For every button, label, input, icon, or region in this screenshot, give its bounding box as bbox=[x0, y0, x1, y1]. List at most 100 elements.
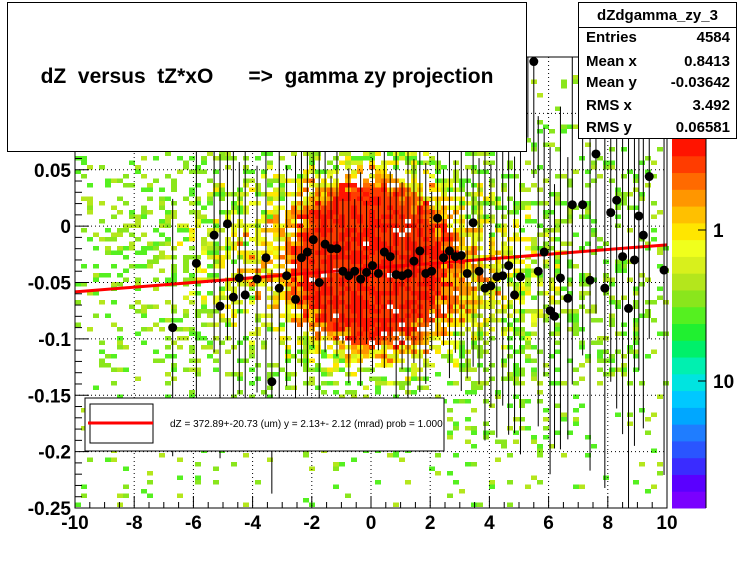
heatmap-cell bbox=[615, 268, 621, 273]
profile-point bbox=[504, 261, 514, 271]
heatmap-cell bbox=[501, 295, 507, 300]
x-tick-label: 6 bbox=[543, 513, 554, 534]
heatmap-cell bbox=[471, 268, 477, 273]
heatmap-cell bbox=[453, 331, 459, 336]
heatmap-cell bbox=[513, 232, 519, 237]
heatmap-cell bbox=[81, 426, 87, 431]
heatmap-cell bbox=[333, 205, 339, 210]
heatmap-cell bbox=[483, 340, 489, 345]
heatmap-cell bbox=[117, 345, 123, 350]
heatmap-cell bbox=[165, 277, 171, 282]
heatmap-cell bbox=[303, 453, 309, 458]
heatmap-cell bbox=[561, 417, 567, 422]
heatmap-cell bbox=[591, 340, 597, 345]
heatmap-cell bbox=[225, 241, 231, 246]
heatmap-cell bbox=[291, 286, 297, 291]
heatmap-cell bbox=[453, 309, 459, 314]
heatmap-cell bbox=[243, 309, 249, 314]
heatmap-cell bbox=[465, 286, 471, 291]
heatmap-cell bbox=[387, 363, 393, 368]
heatmap-cell bbox=[543, 214, 549, 219]
heatmap-cell bbox=[609, 322, 615, 327]
heatmap-cell bbox=[447, 196, 453, 201]
heatmap-cell bbox=[357, 156, 363, 161]
heatmap-cell bbox=[351, 250, 357, 255]
heatmap-cell bbox=[249, 354, 255, 359]
heatmap-cell bbox=[549, 192, 555, 197]
heatmap-cell bbox=[513, 286, 519, 291]
heatmap-cell bbox=[489, 237, 495, 242]
heatmap-cell bbox=[129, 214, 135, 219]
palette-swatch bbox=[672, 306, 706, 324]
heatmap-cell bbox=[477, 246, 483, 251]
heatmap-cell bbox=[279, 183, 285, 188]
heatmap-cell bbox=[303, 174, 309, 179]
heatmap-cell bbox=[285, 349, 291, 354]
heatmap-cell bbox=[627, 381, 633, 386]
heatmap-cell bbox=[465, 426, 471, 431]
heatmap-cell bbox=[279, 255, 285, 260]
heatmap-cell bbox=[519, 183, 525, 188]
heatmap-cell bbox=[297, 210, 303, 215]
heatmap-cell bbox=[645, 430, 651, 435]
heatmap-cell bbox=[363, 259, 369, 264]
heatmap-cell bbox=[615, 412, 621, 417]
title-box: dZ versus tZ*xO => gamma zy projection bbox=[7, 2, 527, 152]
heatmap-cell bbox=[153, 259, 159, 264]
heatmap-cell bbox=[255, 295, 261, 300]
heatmap-cell bbox=[471, 309, 477, 314]
heatmap-cell bbox=[243, 453, 249, 458]
heatmap-cell bbox=[471, 169, 477, 174]
heatmap-cell bbox=[477, 255, 483, 260]
heatmap-cell bbox=[507, 354, 513, 359]
heatmap-cell bbox=[225, 250, 231, 255]
heatmap-cell bbox=[429, 363, 435, 368]
heatmap-cell bbox=[429, 466, 435, 471]
heatmap-cell bbox=[531, 435, 537, 440]
heatmap-cell bbox=[147, 196, 153, 201]
heatmap-cell bbox=[165, 345, 171, 350]
heatmap-cell bbox=[447, 313, 453, 318]
heatmap-cell bbox=[195, 223, 201, 228]
heatmap-cell bbox=[459, 273, 465, 278]
heatmap-cell bbox=[279, 246, 285, 251]
heatmap-cell bbox=[189, 228, 195, 233]
heatmap-cell bbox=[543, 241, 549, 246]
heatmap-cell bbox=[309, 466, 315, 471]
heatmap-cell bbox=[657, 331, 663, 336]
heatmap-cell bbox=[315, 232, 321, 237]
heatmap-cell bbox=[291, 214, 297, 219]
heatmap-cell bbox=[231, 273, 237, 278]
heatmap-cell bbox=[627, 277, 633, 282]
profile-point bbox=[634, 211, 644, 221]
heatmap-cell bbox=[267, 192, 273, 197]
heatmap-cell bbox=[363, 232, 369, 237]
heatmap-cell bbox=[387, 151, 393, 156]
heatmap-cell bbox=[537, 120, 543, 125]
heatmap-cell bbox=[501, 363, 507, 368]
heatmap-cell bbox=[471, 462, 477, 467]
heatmap-cell bbox=[531, 309, 537, 314]
heatmap-cell bbox=[525, 205, 531, 210]
heatmap-cell bbox=[303, 237, 309, 242]
heatmap-cell bbox=[291, 318, 297, 323]
heatmap-cell bbox=[147, 187, 153, 192]
heatmap-cell bbox=[363, 156, 369, 161]
heatmap-cell bbox=[459, 291, 465, 296]
heatmap-cell bbox=[153, 156, 159, 161]
heatmap-cell bbox=[285, 291, 291, 296]
heatmap-cell bbox=[267, 372, 273, 377]
heatmap-cell bbox=[525, 345, 531, 350]
heatmap-cell bbox=[555, 327, 561, 332]
heatmap-cell bbox=[489, 246, 495, 251]
heatmap-cell bbox=[105, 313, 111, 318]
heatmap-cell bbox=[237, 205, 243, 210]
heatmap-cell bbox=[303, 205, 309, 210]
heatmap-cell bbox=[189, 187, 195, 192]
heatmap-cell bbox=[459, 201, 465, 206]
heatmap-cell bbox=[183, 309, 189, 314]
heatmap-cell bbox=[345, 282, 351, 287]
heatmap-cell bbox=[513, 417, 519, 422]
heatmap-cell bbox=[477, 219, 483, 224]
heatmap-cell bbox=[453, 480, 459, 485]
